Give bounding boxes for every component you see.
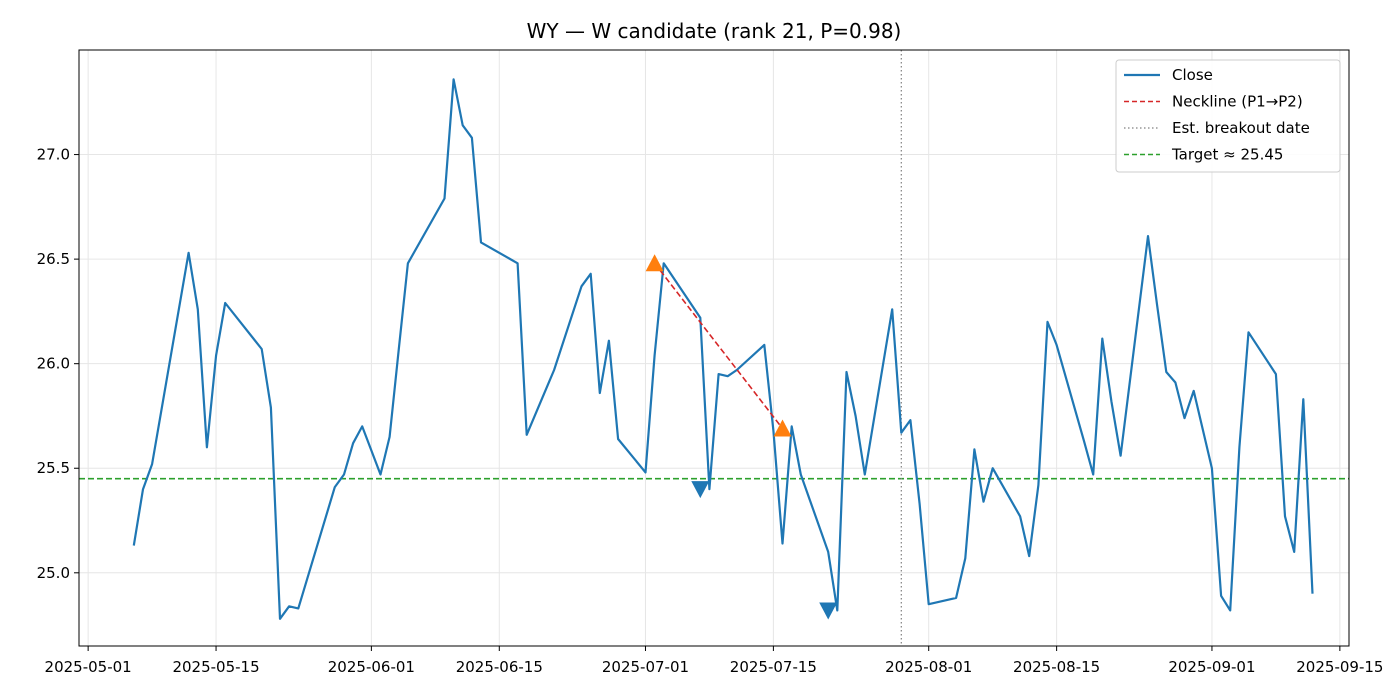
- x-tick-label: 2025-08-15: [1013, 658, 1100, 676]
- plot-area: [79, 50, 1349, 646]
- legend-label: Neckline (P1→P2): [1172, 93, 1303, 111]
- peak-marker: [773, 419, 792, 437]
- legend-box: [1115, 59, 1341, 173]
- x-axis: 2025-05-01 2025-05-15 2025-06-01 2025-06-15…: [45, 646, 1383, 676]
- trough-marker: [691, 481, 710, 499]
- y-tick-label: 25.5: [37, 459, 70, 477]
- x-tick-label: 2025-09-15: [1296, 658, 1383, 676]
- y-tick-label: 25.0: [37, 564, 70, 582]
- legend-label: Close: [1172, 66, 1213, 84]
- chart-title: WY — W candidate (rank 21, P=0.98): [527, 19, 902, 43]
- neckline: [653, 262, 784, 430]
- y-axis: 25.0 25.5 26.0 26.5 27.0: [37, 146, 79, 582]
- x-tick-label: 2025-05-01: [45, 658, 132, 676]
- legend-label: Est. breakout date: [1172, 119, 1310, 137]
- legend-label: Target ≈ 25.45: [1171, 146, 1283, 164]
- x-tick-label: 2025-07-01: [602, 658, 689, 676]
- x-tick-label: 2025-05-15: [172, 658, 259, 676]
- close-series-line: [132, 78, 1314, 620]
- x-tick-label: 2025-07-15: [730, 658, 817, 676]
- trough-marker: [819, 602, 838, 620]
- y-tick-label: 26.0: [37, 355, 70, 373]
- x-tick-label: 2025-09-01: [1168, 658, 1255, 676]
- x-tick-label: 2025-06-15: [456, 658, 543, 676]
- x-tick-label: 2025-06-01: [328, 658, 415, 676]
- peak-marker: [645, 254, 664, 272]
- plot-frame: [78, 49, 1350, 647]
- y-tick-label: 27.0: [37, 146, 70, 164]
- y-tick-label: 26.5: [37, 250, 70, 268]
- x-tick-label: 2025-08-01: [885, 658, 972, 676]
- legend: Close Neckline (P1→P2) Est. breakout date T…: [1115, 59, 1341, 173]
